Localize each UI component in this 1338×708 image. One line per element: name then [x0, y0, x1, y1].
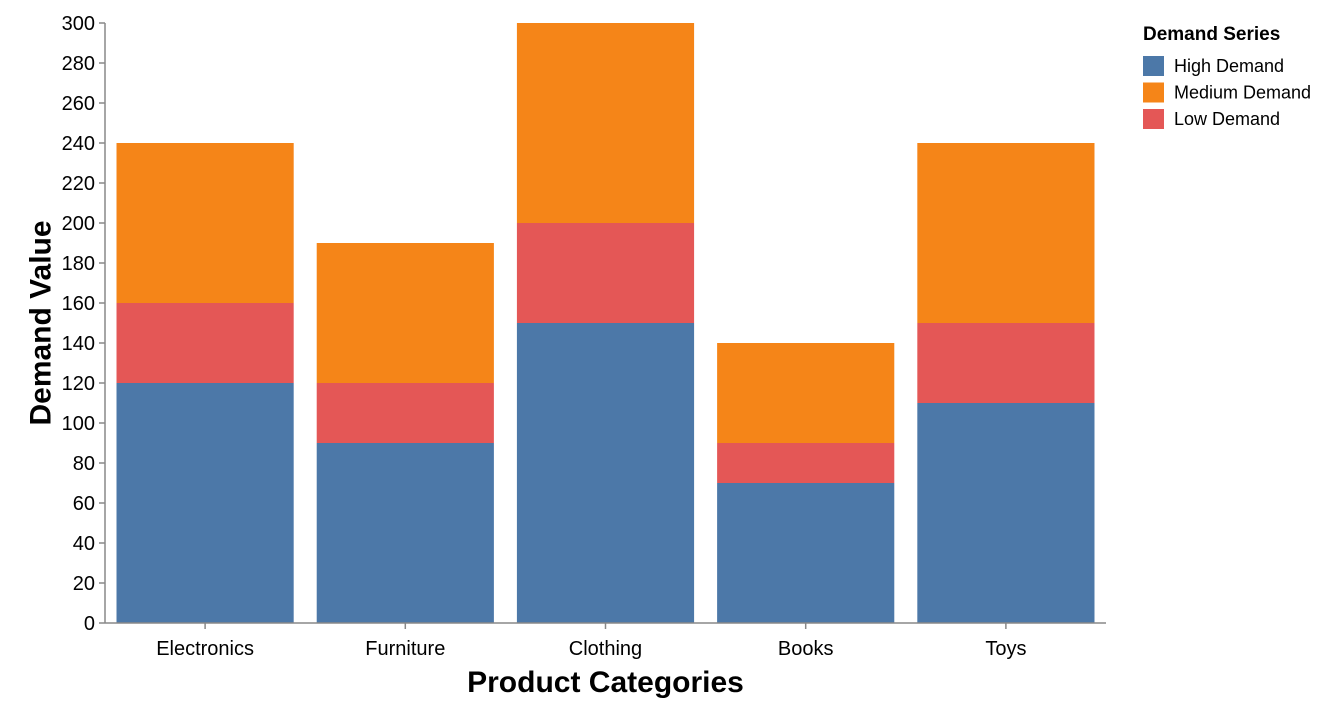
- y-tick-label-260: 260: [62, 93, 95, 115]
- bar-furniture-medium-demand: [316, 243, 494, 383]
- bar-electronics-low-demand: [116, 303, 294, 383]
- y-tick-label-160: 160: [62, 293, 95, 315]
- bar-books-medium-demand: [717, 343, 895, 443]
- bar-furniture-high-demand: [316, 443, 494, 623]
- x-tick-label-furniture: Furniture: [365, 638, 445, 660]
- y-tick-label-60: 60: [73, 493, 95, 515]
- legend-swatch-high-demand: [1143, 56, 1164, 76]
- x-tick-label-books: Books: [778, 638, 834, 660]
- bar-furniture-low-demand: [316, 383, 494, 443]
- y-tick-label-180: 180: [62, 253, 95, 275]
- y-tick-label-280: 280: [62, 53, 95, 75]
- y-tick-label-200: 200: [62, 213, 95, 235]
- x-axis-title: Product Categories: [467, 666, 744, 699]
- legend-title: Demand Series: [1143, 24, 1280, 45]
- bar-books-high-demand: [717, 483, 895, 623]
- y-tick-label-20: 20: [73, 573, 95, 595]
- legend-label-high-demand: High Demand: [1174, 56, 1284, 76]
- bar-books-low-demand: [717, 443, 895, 483]
- legend-swatch-low-demand: [1143, 109, 1164, 129]
- legend-swatch-medium-demand: [1143, 82, 1164, 103]
- y-tick-label-0: 0: [84, 613, 95, 635]
- bar-toys-high-demand: [917, 403, 1095, 623]
- bars-layer: [116, 23, 1095, 623]
- bar-clothing-low-demand: [516, 223, 695, 323]
- x-tick-label-toys: Toys: [985, 638, 1026, 660]
- y-tick-label-140: 140: [62, 333, 95, 355]
- legend-label-low-demand: Low Demand: [1174, 109, 1280, 129]
- bar-electronics-high-demand: [116, 383, 294, 623]
- x-tick-label-clothing: Clothing: [569, 638, 642, 660]
- y-tick-label-220: 220: [62, 173, 95, 195]
- y-tick-label-40: 40: [73, 533, 95, 555]
- y-tick-label-80: 80: [73, 453, 95, 475]
- y-tick-label-240: 240: [62, 133, 95, 155]
- y-tick-label-300: 300: [62, 13, 95, 35]
- y-axis-title: Demand Value: [25, 220, 58, 425]
- bar-toys-low-demand: [917, 323, 1095, 403]
- bar-clothing-medium-demand: [516, 23, 695, 223]
- y-tick-label-100: 100: [62, 413, 95, 435]
- y-tick-label-120: 120: [62, 373, 95, 395]
- bar-toys-medium-demand: [917, 143, 1095, 323]
- legend-label-medium-demand: Medium Demand: [1174, 83, 1311, 103]
- x-axis: Electronics Furniture Clothing Books Toys: [105, 622, 1106, 660]
- legend: Demand Series High Demand Medium Demand Lo…: [1143, 24, 1311, 129]
- bar-electronics-medium-demand: [116, 143, 294, 303]
- y-axis: 0 20 40 60 80 100 120 140 160 180 200 220 240 260 280 3…: [62, 13, 106, 635]
- bar-clothing-high-demand: [516, 323, 695, 623]
- x-tick-label-electronics: Electronics: [156, 638, 254, 660]
